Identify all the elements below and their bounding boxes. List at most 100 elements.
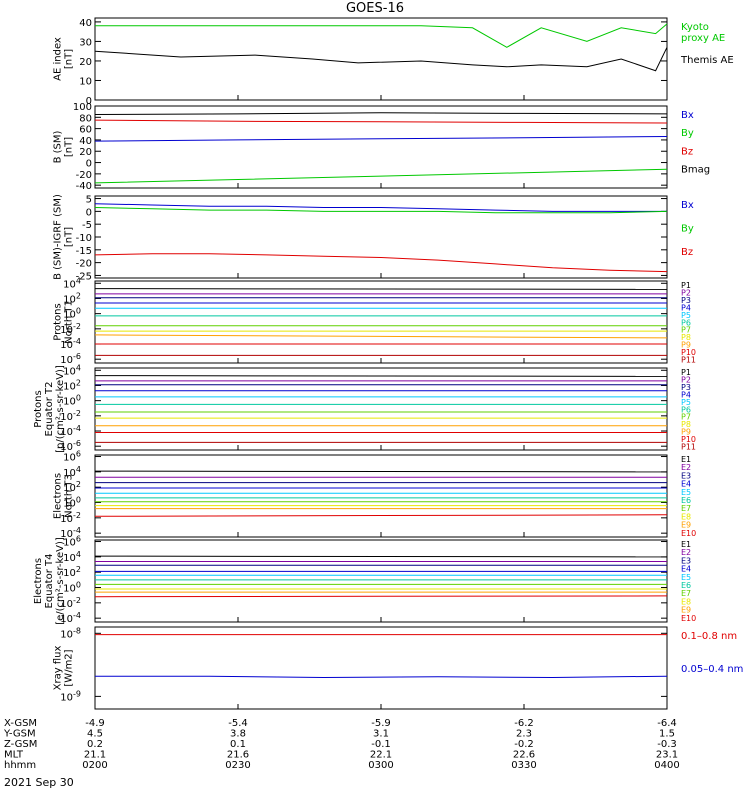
legend-entry: P6	[681, 405, 691, 414]
row-label: X-GSM	[4, 718, 37, 729]
legend-entry: P8	[681, 333, 691, 342]
y-tick-label: -5	[82, 220, 92, 231]
legend-entry: P10	[681, 348, 696, 357]
legend-entry: P6	[681, 318, 691, 327]
series-line-p1	[94, 375, 668, 377]
x-tick-label: -5.9	[371, 718, 391, 729]
legend-entry: E1	[681, 455, 691, 464]
y-tick-label: 30	[79, 37, 92, 48]
legend-entry: P9	[681, 428, 691, 437]
legend-entry: P5	[681, 311, 691, 320]
y-tick-label: -40	[76, 181, 92, 192]
y-tick-label: -20	[76, 170, 92, 181]
legend-entry: E6	[681, 581, 691, 590]
date-label: 2021 Sep 30	[4, 776, 74, 789]
row-label: MLT	[4, 750, 24, 761]
legend-entry: E5	[681, 573, 691, 582]
legend-entry: P2	[681, 288, 691, 297]
x-tick-label: 21.6	[227, 750, 249, 761]
y-tick-label: 60	[79, 125, 92, 136]
y-axis-label: Electrons	[33, 558, 44, 604]
legend-entry: Bz	[681, 146, 693, 157]
legend-entry: P9	[681, 341, 691, 350]
y-axis-label: Protons	[33, 390, 44, 427]
row-label: Z-GSM	[4, 739, 37, 750]
y-axis-label: B (SM)	[53, 130, 64, 163]
series-line-0-05-0-4-nm	[95, 675, 668, 679]
y-tick-label: -15	[76, 246, 92, 257]
x-tick-label: 21.1	[84, 750, 106, 761]
legend-entry: E8	[681, 597, 691, 606]
legend-entry: E4	[681, 565, 691, 574]
legend-entry: P1	[681, 368, 691, 377]
y-axis-label: [W/m2]	[64, 649, 75, 686]
legend-entry: P3	[681, 383, 691, 392]
panel-frame	[94, 195, 668, 279]
y-tick-label: 5	[86, 195, 92, 206]
panel-frame	[94, 367, 668, 451]
y-axis-label: Protons	[53, 303, 64, 340]
y-tick-label: 20	[79, 147, 92, 158]
x-tick-label: 0230	[225, 760, 250, 771]
legend-entry: E9	[681, 521, 691, 530]
legend-entry: P3	[681, 296, 691, 305]
legend-entry: E4	[681, 480, 691, 489]
legend-entry: P7	[681, 413, 691, 422]
legend-entry: P1	[681, 281, 691, 290]
legend-entry: P5	[681, 398, 691, 407]
series-line-kyoto-proxy-ae	[95, 23, 668, 48]
series-line-by	[94, 207, 668, 214]
series-line-bz	[94, 253, 668, 273]
legend-entry: E2	[681, 463, 691, 472]
y-axis-label: [e/(cm²-s-sr-keV)]	[55, 537, 66, 625]
legend-entry: P11	[681, 356, 696, 365]
x-tick-label: 3.8	[230, 729, 246, 740]
y-tick-label: 10	[79, 76, 92, 87]
y-axis-label: Equator T4	[44, 554, 55, 609]
series-line-bmag	[94, 112, 668, 115]
y-axis-label: Equator T2	[44, 382, 55, 437]
x-tick-label: 2.3	[516, 729, 532, 740]
legend-entry: By	[681, 223, 694, 234]
x-tick-label: 0.2	[87, 739, 103, 750]
legend-entry: proxy AE	[681, 33, 725, 44]
y-axis-label: [nT]	[64, 227, 75, 247]
legend-entry: E9	[681, 606, 691, 615]
y-axis-label: Xray flux	[53, 646, 64, 691]
x-tick-label: -4.9	[85, 718, 105, 729]
x-tick-label: 0330	[511, 760, 536, 771]
x-tick-label: 23.1	[656, 750, 678, 761]
x-tick-label: 0.1	[230, 739, 246, 750]
x-tick-label: -6.4	[657, 718, 677, 729]
series-line-p9	[94, 334, 668, 339]
legend-entry: Bz	[681, 247, 693, 258]
x-tick-label: 0300	[368, 760, 393, 771]
y-tick-label: 104	[63, 276, 81, 290]
legend-entry: E1	[681, 540, 691, 549]
legend-entry: E6	[681, 496, 691, 505]
panel-frame	[94, 454, 668, 538]
legend-entry: E8	[681, 512, 691, 521]
x-tick-label: -6.2	[514, 718, 534, 729]
legend-entry: E5	[681, 488, 691, 497]
y-tick-label: 10-8	[60, 626, 81, 640]
y-tick-label: 40	[79, 18, 92, 29]
y-tick-label: 10-9	[60, 689, 81, 703]
legend-entry: E10	[681, 614, 696, 623]
legend-entry: Bx	[681, 200, 694, 211]
legend-entry: E3	[681, 471, 691, 480]
legend-entry: E7	[681, 589, 691, 598]
panel-frame	[94, 539, 668, 623]
x-tick-label: 4.5	[87, 729, 103, 740]
series-line-e10	[94, 595, 668, 598]
y-tick-label: 80	[79, 113, 92, 124]
series-line-e10	[94, 514, 668, 517]
x-tick-label: 22.1	[370, 750, 392, 761]
row-label: hhmm	[4, 760, 36, 771]
y-tick-label: -10	[76, 233, 92, 244]
series-line-e1	[94, 555, 668, 558]
x-tick-label: 1.5	[659, 729, 675, 740]
y-tick-label: 40	[79, 136, 92, 147]
